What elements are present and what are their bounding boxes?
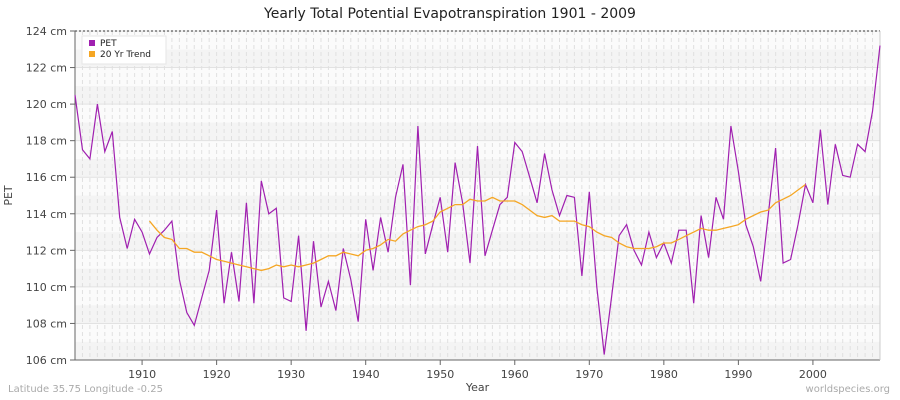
y-tick-label: 122 cm (26, 62, 67, 75)
x-tick-label: 1920 (203, 368, 231, 381)
y-tick-label: 114 cm (26, 208, 67, 221)
x-axis-label: Year (465, 381, 490, 394)
x-tick-label: 1930 (277, 368, 305, 381)
grid-band (75, 286, 880, 306)
y-axis-label: PET (2, 185, 15, 206)
legend-box (81, 35, 167, 65)
y-tick-label: 124 cm (26, 25, 67, 38)
site-credit: worldspecies.org (805, 384, 890, 395)
legend-swatch (89, 51, 95, 57)
x-tick-label: 1910 (128, 368, 156, 381)
x-tick-label: 1940 (352, 368, 380, 381)
legend-swatch (89, 40, 95, 46)
grid-band (75, 195, 880, 214)
chart-title: Yearly Total Potential Evapotranspiratio… (264, 6, 636, 22)
x-tick-label: 2000 (799, 368, 827, 381)
y-tick-label: 110 cm (26, 281, 67, 294)
x-tick-label: 1950 (426, 368, 454, 381)
y-tick-label: 106 cm (26, 354, 67, 367)
location-label: Latitude 35.75 Longitude -0.25 (8, 384, 163, 395)
grid-band (75, 104, 880, 123)
y-tick-label: 108 cm (26, 317, 67, 330)
y-tick-label: 118 cm (26, 135, 67, 148)
y-tick-label: 116 cm (26, 171, 67, 184)
legend-label: 20 Yr Trend (100, 50, 151, 60)
grid-band (75, 341, 880, 360)
legend-label: PET (100, 39, 117, 49)
trend-series-line (148, 183, 806, 272)
y-tick-label: 120 cm (26, 98, 67, 111)
y-tick-label: 112 cm (26, 244, 67, 257)
x-tick-label: 1970 (575, 368, 603, 381)
x-tick-label: 1990 (724, 368, 752, 381)
x-tick-label: 1980 (650, 368, 678, 381)
pet-series-line (74, 45, 881, 355)
x-tick-label: 1960 (501, 368, 529, 381)
